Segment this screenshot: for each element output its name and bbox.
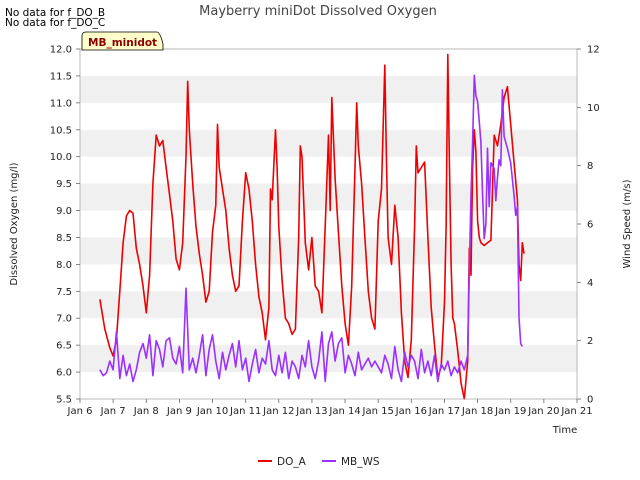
x-tick-label: Jan 18 [461,406,493,417]
x-axis-ticks: Jan 6 Jan 7 Jan 8 Jan 9 Jan 10 Jan 11 Jan 12 Ja… [67,399,593,417]
right-axis-ticks: 0 2 4 6 8 10 12 [577,45,600,406]
right-tick-label: 10 [587,103,600,114]
legend-label-do-a: DO_A [277,456,307,468]
left-tick-label: 11.5 [50,71,72,82]
series-line-mb-ws [99,74,524,383]
x-tick-label: Jan 8 [133,406,159,417]
left-tick-label: 6.5 [56,341,72,352]
left-axis-ticks: 5.5 6.0 6.5 7.0 7.5 8.0 8.5 9.0 9.5 10.0 10.5 11.0 1… [50,45,80,406]
legend: DO_A MB_WS [258,456,380,468]
no-data-note-2: No data for f_DO_C [5,17,106,29]
x-tick-label: Jan 14 [328,406,360,417]
x-tick-label: Jan 9 [166,406,192,417]
left-axis-label: Dissolved Oxygen (mg/l) [9,162,20,285]
left-tick-label: 7.5 [56,287,72,298]
x-tick-label: Jan 21 [560,406,592,417]
x-axis-label: Time [552,425,577,436]
left-tick-label: 11.0 [50,98,72,109]
right-tick-label: 2 [587,336,593,347]
series-lines [99,53,525,400]
no-data-note-1: No data for f_DO_B [5,7,106,19]
left-tick-label: 10.0 [50,152,72,163]
site-label: MB_minidot [88,37,157,49]
x-tick-label: Jan 13 [295,406,327,417]
right-tick-label: 12 [587,45,600,56]
x-tick-label: Jan 15 [362,406,394,417]
badge-shape [81,31,164,51]
x-tick-label: Jan 11 [229,406,261,417]
grid-band [80,75,577,103]
left-tick-label: 10.5 [50,125,72,136]
right-tick-label: 4 [587,278,593,289]
legend-label-mb-ws: MB_WS [341,456,380,468]
x-tick-label: Jan 17 [428,406,460,417]
x-tick-label: Jan 16 [395,406,427,417]
left-tick-label: 8.0 [56,260,72,271]
grid-band [80,237,577,265]
right-axis-label: Wind Speed (m/s) [622,179,633,268]
x-tick-label: Jan 12 [262,406,294,417]
left-tick-label: 7.0 [56,314,72,325]
left-tick-label: 9.5 [56,179,72,190]
x-tick-label: Jan 19 [494,406,526,417]
x-tick-label: Jan 6 [67,406,93,417]
left-tick-label: 8.5 [56,233,72,244]
site-label-badge: MB_minidot [81,31,164,51]
grid-band [80,291,577,319]
right-tick-label: 0 [587,395,593,406]
chart-title: Mayberry miniDot Dissolved Oxygen [199,4,437,19]
series-line-do-a [99,53,525,400]
right-tick-label: 8 [587,161,593,172]
right-tick-label: 6 [587,220,593,231]
left-tick-label: 9.0 [56,206,72,217]
grid-band [80,183,577,211]
grid-bands [80,75,577,373]
left-tick-label: 5.5 [56,395,72,406]
x-tick-label: Jan 10 [196,406,228,417]
left-tick-label: 12.0 [50,45,72,56]
x-tick-label: Jan 20 [527,406,559,417]
left-tick-label: 6.0 [56,368,72,379]
x-tick-label: Jan 7 [100,406,126,417]
